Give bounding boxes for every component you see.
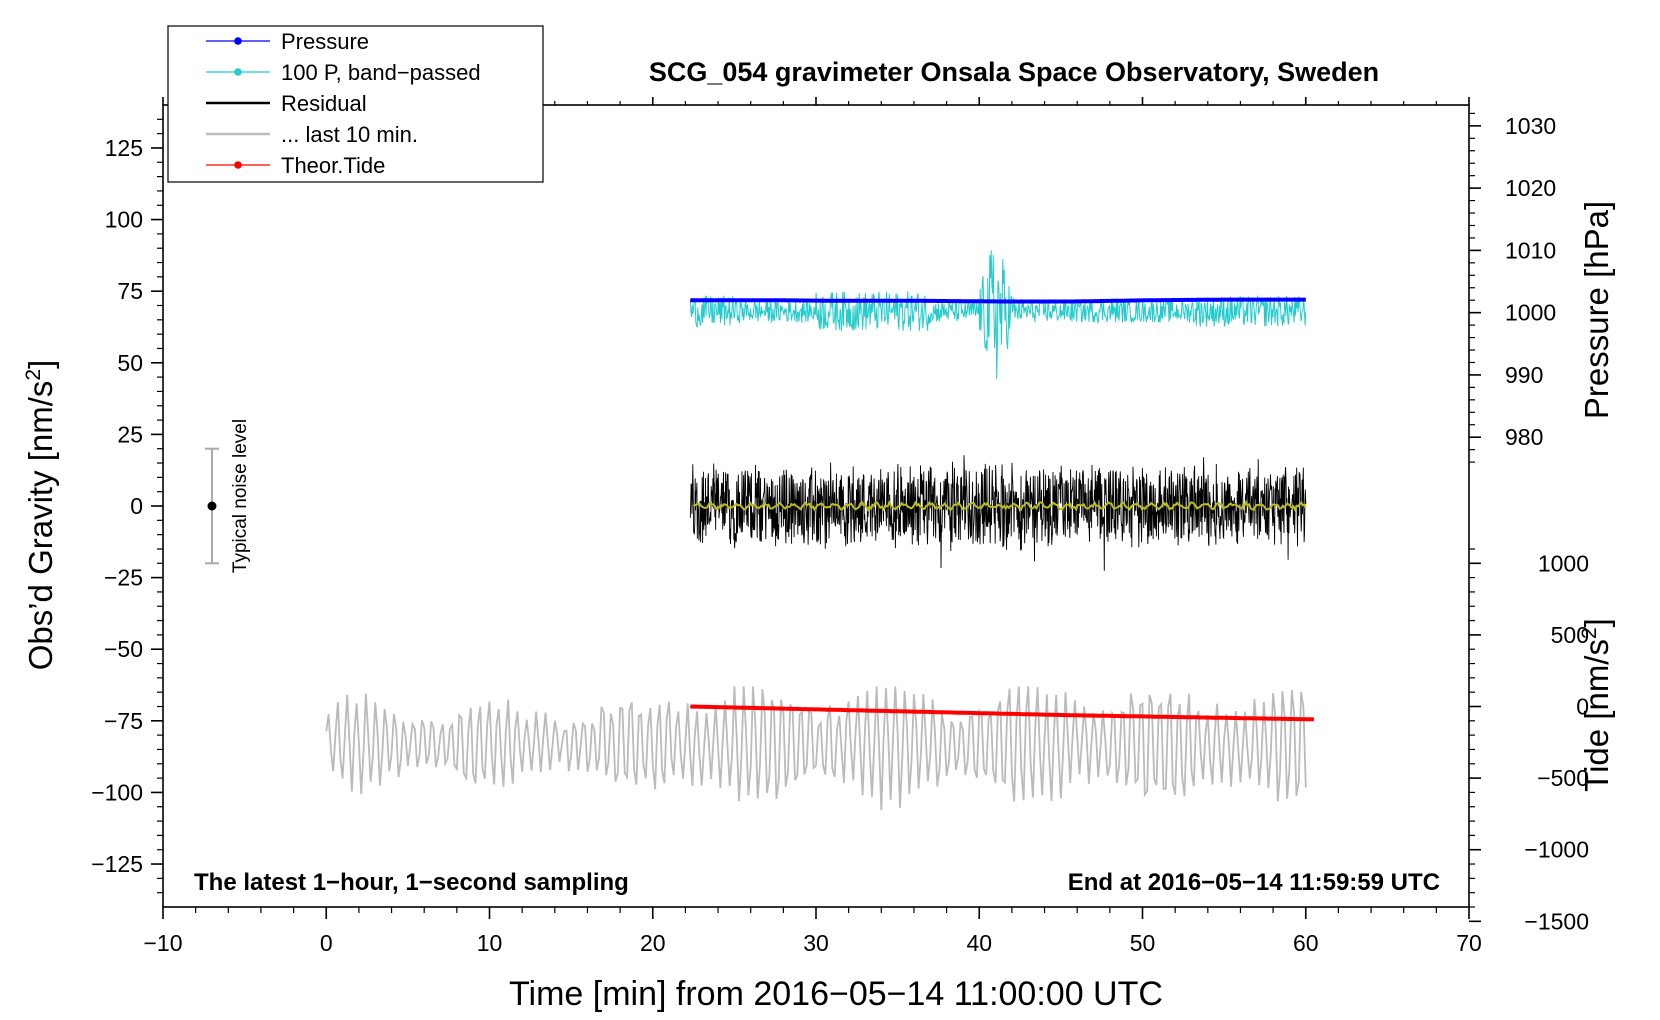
legend-label: Pressure — [281, 29, 369, 54]
y-tick-label: 100 — [105, 207, 143, 233]
y-tick-label: 50 — [117, 350, 143, 376]
x-tick-label: 70 — [1456, 930, 1482, 956]
noise-level-label: Typical noise level — [230, 419, 251, 573]
y-tick-label: −125 — [91, 851, 143, 877]
series-band-passed-pressure — [689, 250, 1307, 380]
series-last-10-min — [325, 686, 1307, 811]
legend-label: ... last 10 min. — [281, 122, 418, 147]
pressure-tick-label: 990 — [1505, 362, 1543, 388]
y-tick-label: −75 — [104, 708, 143, 734]
end-time-annotation: End at 2016−05−14 11:59:59 UTC — [1068, 869, 1440, 896]
legend-label: 100 P, band−passed — [281, 60, 481, 85]
legend-marker — [234, 161, 242, 169]
x-tick-label: 50 — [1130, 930, 1156, 956]
tide-tick-label: 500 — [1551, 622, 1589, 648]
y-tick-label: 0 — [130, 493, 143, 519]
x-axis-label: Time [min] from 2016−05−14 11:00:00 UTC — [509, 975, 1163, 1013]
series-theor-tide — [690, 704, 1314, 722]
legend: Pressure 100 P, band−passed Residual ... la… — [167, 25, 544, 183]
noise-bar-center — [207, 501, 217, 511]
tide-tick-label: −500 — [1537, 765, 1589, 791]
tide-axis-label: Tide [nm/s2] — [1578, 618, 1615, 792]
x-tick-label: −10 — [143, 930, 182, 956]
pressure-axis-label: Pressure [hPa] — [1578, 201, 1615, 419]
x-tick-label: 0 — [320, 930, 333, 956]
y-tick-label: 75 — [117, 278, 143, 304]
y-tick-label: −100 — [91, 779, 143, 805]
pressure-tick-label: 980 — [1505, 424, 1543, 450]
noise-level-indicator — [204, 447, 219, 565]
tide-tick-label: 0 — [1576, 694, 1589, 720]
labels: SCG_054 gravimeter Onsala Space Observat… — [22, 57, 1615, 1013]
x-tick-label: 10 — [477, 930, 503, 956]
chart-title: SCG_054 gravimeter Onsala Space Observat… — [649, 57, 1379, 87]
series-pressure — [690, 297, 1306, 304]
tide-tick-label: 1000 — [1538, 550, 1589, 576]
pressure-tick-label: 1010 — [1505, 237, 1556, 263]
pressure-tick-label: 1000 — [1505, 300, 1556, 326]
pressure-tick-label: 1030 — [1505, 113, 1556, 139]
y-tick-label: −50 — [104, 636, 143, 662]
y-tick-label: −25 — [104, 565, 143, 591]
series-residual-smoothed — [692, 499, 1307, 513]
legend-marker — [234, 37, 242, 45]
x-tick-label: 60 — [1293, 930, 1319, 956]
legend-marker — [234, 68, 242, 76]
pressure-tick-label: 1020 — [1505, 175, 1556, 201]
x-tick-label: 40 — [966, 930, 992, 956]
tide-tick-label: −1500 — [1524, 908, 1589, 934]
sampling-annotation: The latest 1−hour, 1−second sampling — [194, 869, 629, 896]
legend-label: Theor.Tide — [281, 153, 385, 178]
series-residual — [689, 455, 1307, 571]
y-tick-label: 125 — [105, 135, 143, 161]
data-traces — [325, 250, 1314, 811]
y-axis-label: Obs’d Gravity [nm/s2] — [22, 360, 59, 671]
y-tick-label: 25 — [117, 421, 143, 447]
x-tick-label: 30 — [803, 930, 829, 956]
x-tick-label: 20 — [640, 930, 666, 956]
legend-label: Residual — [281, 91, 367, 116]
tide-tick-label: −1000 — [1524, 837, 1589, 863]
axes: −10 0 10 20 30 40 50 60 701251007550250−25−50−75… — [91, 97, 1589, 956]
